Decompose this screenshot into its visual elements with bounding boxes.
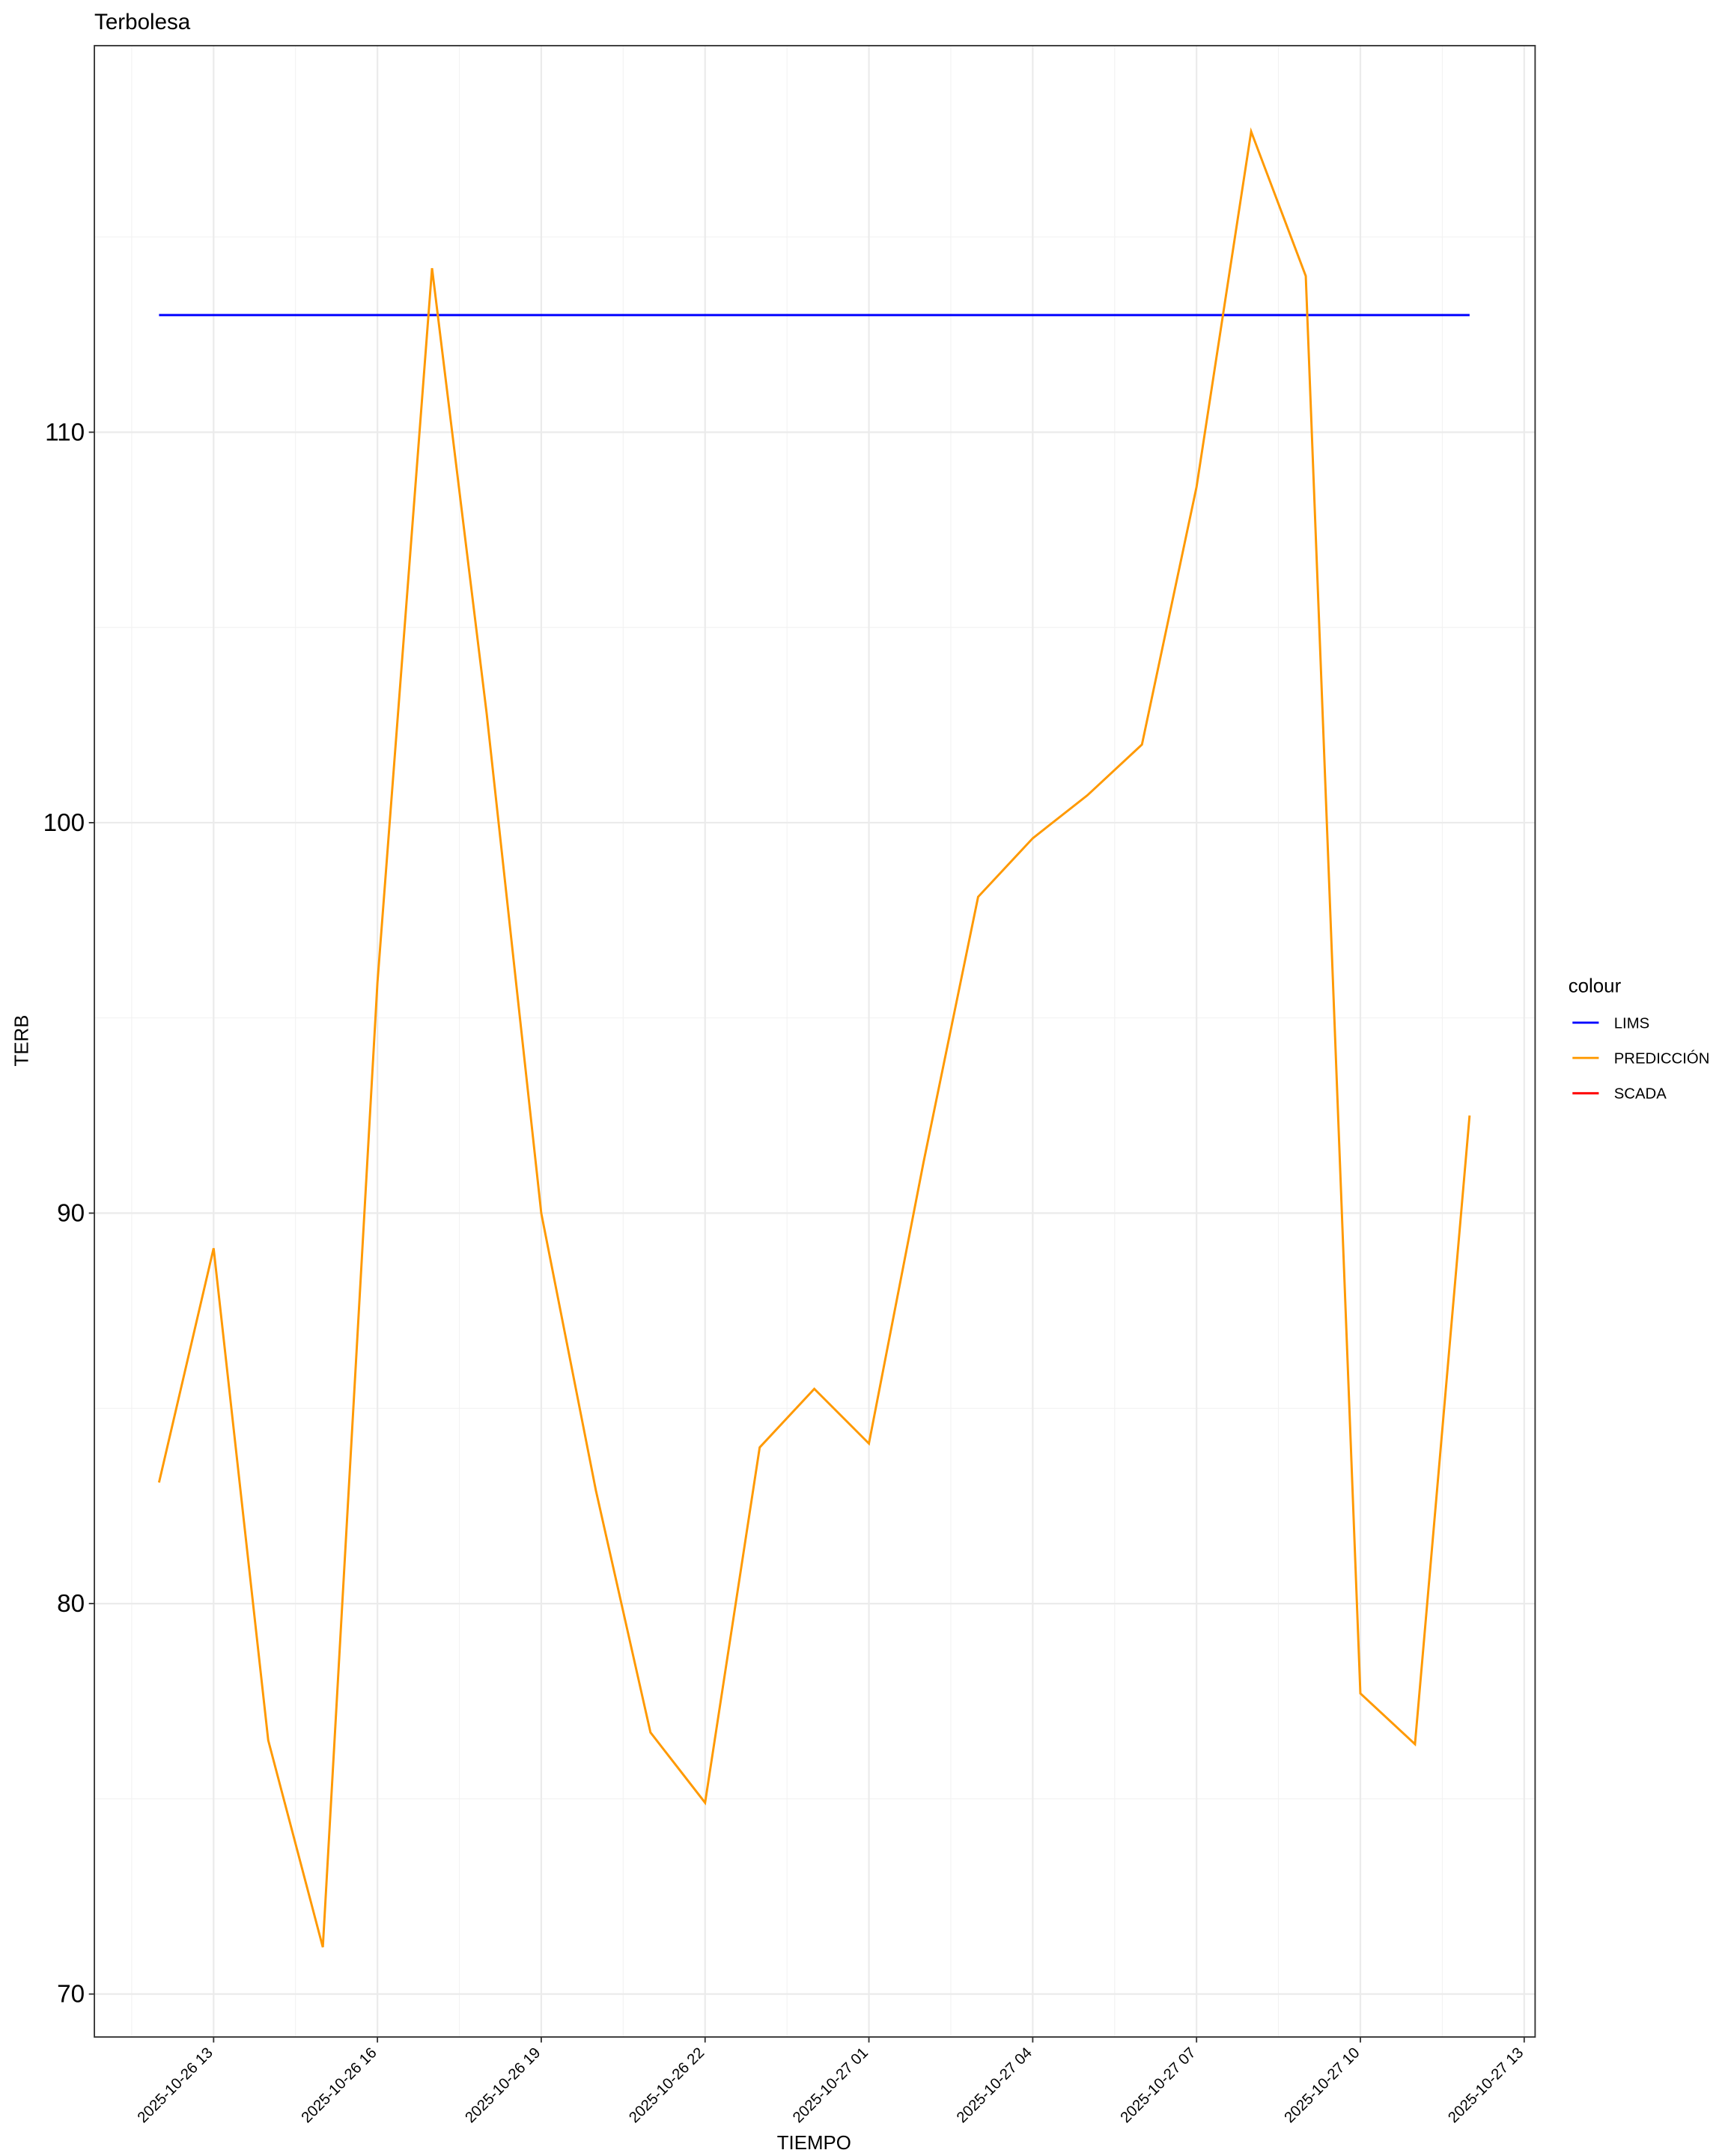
y-tick-label: 100 xyxy=(43,809,85,837)
plot-border xyxy=(94,45,1536,2038)
series-line xyxy=(157,127,1471,1948)
legend-label: SCADA xyxy=(1614,1086,1667,1103)
y-tick-label: 70 xyxy=(57,1981,85,2009)
legend-label: PREDICCIÓN xyxy=(1614,1050,1710,1068)
y-tick-label: 110 xyxy=(45,418,85,446)
y-tick-label: 80 xyxy=(57,1590,85,1618)
x-axis-title: TIEMPO xyxy=(777,2133,851,2154)
y-axis-title: TERB xyxy=(11,1015,32,1067)
legend-title: colour xyxy=(1569,975,1622,996)
chart-title: Terbolesa xyxy=(94,10,191,34)
legend-label: LIMS xyxy=(1614,1015,1649,1032)
y-tick-label: 90 xyxy=(57,1200,85,1228)
grid xyxy=(94,46,1536,2038)
